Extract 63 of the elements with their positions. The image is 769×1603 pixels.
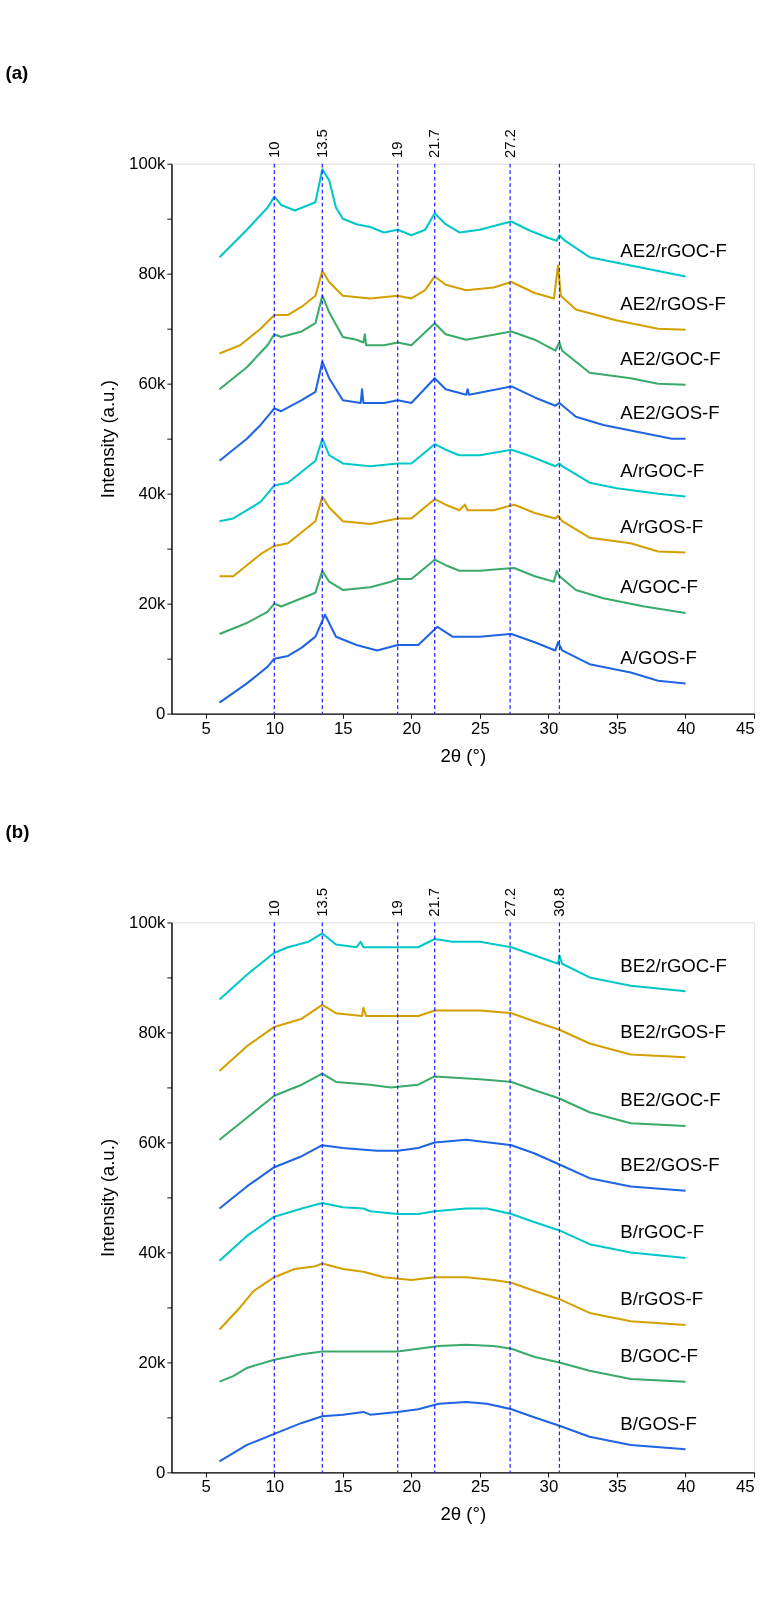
- series-label: AE2/rGOS-F: [620, 293, 726, 315]
- series-label: B/GOS-F: [620, 1412, 697, 1434]
- x-tick-label: 30: [539, 1477, 559, 1497]
- series-label: A/GOC-F: [620, 576, 698, 598]
- x-tick-label: 15: [333, 718, 353, 738]
- y-axis-title: Intensity (a.u.): [97, 1138, 119, 1257]
- y-tick-label: 40k: [138, 1242, 167, 1262]
- series-label: BE2/GOC-F: [620, 1089, 721, 1111]
- x-axis-title: 2θ (°): [440, 1503, 487, 1525]
- x-tick-label: 25: [471, 1477, 490, 1497]
- y-tick-label: 40k: [138, 483, 167, 503]
- series-label: BE2/GOS-F: [620, 1154, 720, 1176]
- y-tick-label: 60k: [138, 373, 167, 393]
- ref-line-label: 30.8: [551, 887, 568, 917]
- series-label: AE2/rGOC-F: [620, 239, 727, 261]
- y-tick-label: 80k: [138, 1022, 167, 1042]
- series-label: B/rGOC-F: [620, 1221, 705, 1243]
- ref-line-label: 27.2: [501, 887, 518, 917]
- x-tick-label: 10: [265, 718, 285, 738]
- x-tick-label: 25: [471, 718, 490, 738]
- text: (b): [5, 820, 30, 842]
- series-label: A/rGOC-F: [620, 459, 705, 481]
- ref-line-label: 21.7: [426, 887, 443, 917]
- x-tick-label: 20: [402, 718, 422, 738]
- x-tick-label: 35: [608, 1477, 627, 1497]
- series-label: AE2/GOC-F: [620, 348, 721, 370]
- series-label: AE2/GOS-F: [620, 402, 720, 424]
- x-tick-label: 5: [201, 1477, 211, 1497]
- ref-line-label: 19: [389, 900, 406, 917]
- series-label: B/rGOS-F: [620, 1288, 704, 1310]
- y-tick-label: 60k: [138, 1132, 167, 1152]
- ref-line-label: 21.7: [426, 129, 443, 159]
- x-tick-label: 45: [735, 1477, 755, 1497]
- series-label: BE2/rGOS-F: [620, 1020, 726, 1042]
- ref-line-label: 10: [265, 900, 282, 917]
- series-label: B/GOC-F: [620, 1345, 698, 1367]
- y-tick-label: 100k: [129, 153, 167, 173]
- ref-line-label: 27.2: [501, 129, 518, 159]
- x-tick-label: 15: [333, 1477, 353, 1497]
- y-tick-label: 100k: [129, 912, 167, 932]
- y-tick-label: 20k: [138, 1352, 167, 1372]
- x-tick-label: 45: [735, 718, 755, 738]
- ref-line-label: 19: [389, 141, 406, 159]
- x-tick-label: 10: [265, 1477, 285, 1497]
- ref-line-label: 13.5: [313, 129, 330, 159]
- series-label: A/GOS-F: [620, 646, 697, 668]
- x-axis-title: 2θ (°): [440, 744, 487, 766]
- y-tick-label: 0: [156, 703, 166, 723]
- series-label: A/rGOS-F: [620, 515, 704, 537]
- y-tick-label: 0: [156, 1462, 166, 1482]
- y-tick-label: 80k: [138, 263, 167, 283]
- x-tick-label: 40: [676, 1477, 696, 1497]
- x-tick-label: 20: [402, 1477, 422, 1497]
- x-tick-label: 30: [539, 718, 559, 738]
- ref-line-label: 10: [265, 141, 282, 159]
- y-axis-title: Intensity (a.u.): [97, 380, 119, 499]
- x-tick-label: 40: [676, 718, 696, 738]
- text: (a): [5, 61, 29, 83]
- y-tick-label: 20k: [138, 593, 167, 613]
- ref-line-label: 13.5: [313, 887, 330, 917]
- x-tick-label: 5: [201, 718, 211, 738]
- x-tick-label: 35: [608, 718, 627, 738]
- series-label: BE2/rGOC-F: [620, 954, 727, 976]
